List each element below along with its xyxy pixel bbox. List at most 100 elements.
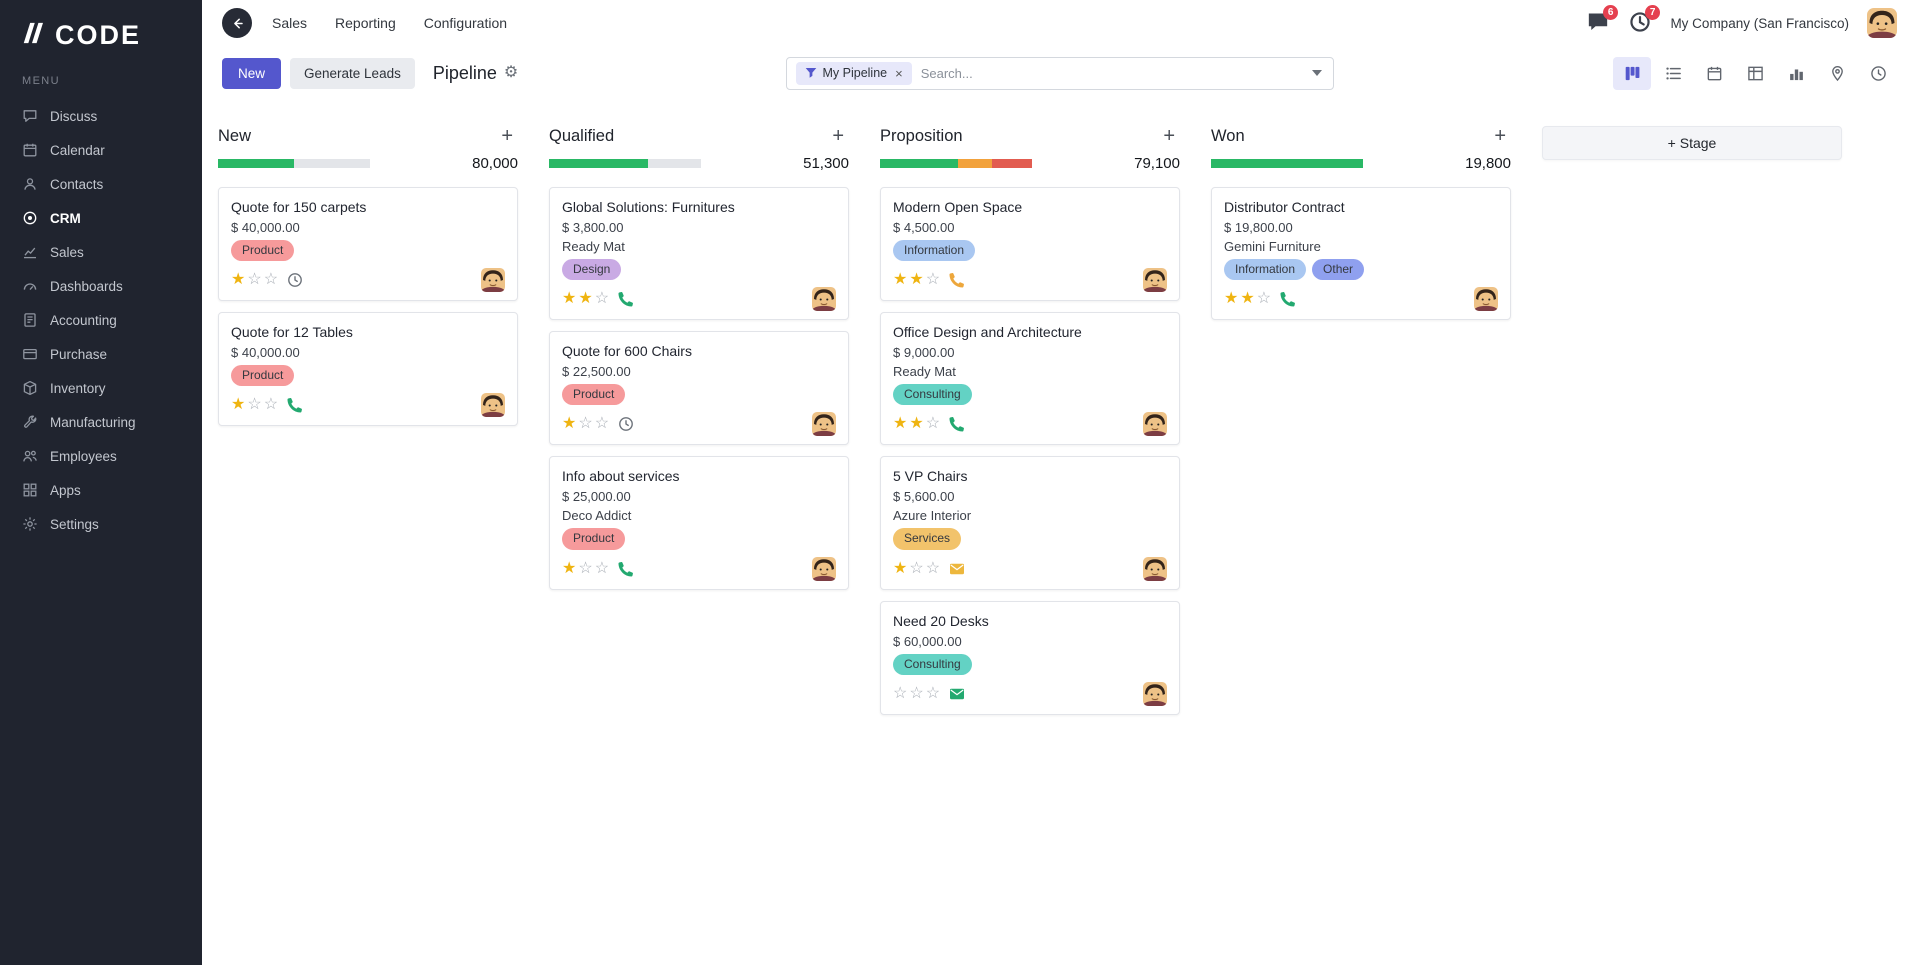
calendar-view-button[interactable] — [1695, 57, 1733, 90]
add-record-plus-icon[interactable]: + — [1163, 125, 1175, 147]
sidebar-item-inventory[interactable]: Inventory — [0, 371, 202, 405]
nav-sales[interactable]: Sales — [272, 15, 308, 31]
nav-reporting[interactable]: Reporting — [335, 15, 396, 31]
priority-stars[interactable]: ★ ☆ ☆ — [562, 559, 610, 577]
star-empty-icon[interactable]: ☆ — [578, 415, 593, 433]
star-filled-icon[interactable]: ★ — [562, 290, 577, 308]
activities-button[interactable]: 7 — [1628, 5, 1661, 35]
add-stage-button[interactable]: + Stage — [1542, 126, 1842, 160]
remove-filter-icon[interactable]: × — [895, 65, 903, 81]
kanban-card[interactable]: Quote for 600 Chairs $ 22,500.00 Product… — [549, 331, 849, 446]
sidebar-item-calendar[interactable]: Calendar — [0, 133, 202, 167]
progress-segment[interactable] — [218, 159, 294, 168]
star-empty-icon[interactable]: ☆ — [925, 684, 941, 702]
star-empty-icon[interactable]: ☆ — [594, 415, 610, 433]
clock-activity-icon[interactable] — [618, 416, 634, 432]
kanban-card[interactable]: Global Solutions: Furnitures $ 3,800.00 … — [549, 187, 849, 321]
pivot-view-button[interactable] — [1736, 57, 1774, 90]
sidebar-item-settings[interactable]: Settings — [0, 507, 202, 541]
salesperson-avatar[interactable] — [1143, 556, 1167, 581]
star-filled-icon[interactable]: ★ — [562, 415, 577, 433]
phone-activity-icon[interactable] — [949, 416, 965, 432]
phone-activity-icon[interactable] — [949, 272, 965, 288]
star-empty-icon[interactable]: ☆ — [263, 271, 279, 289]
app-logo[interactable]: CODE — [0, 14, 202, 75]
phone-activity-icon[interactable] — [618, 561, 634, 577]
phone-activity-icon[interactable] — [287, 397, 303, 413]
mail-activity-icon[interactable] — [949, 561, 965, 577]
star-empty-icon[interactable]: ☆ — [247, 396, 262, 414]
sidebar-item-manufacturing[interactable]: Manufacturing — [0, 405, 202, 439]
progress-segment[interactable] — [992, 159, 1032, 168]
star-empty-icon[interactable]: ☆ — [925, 415, 941, 433]
kanban-card[interactable]: Office Design and Architecture $ 9,000.0… — [880, 312, 1180, 446]
clock-activity-icon[interactable] — [287, 272, 303, 288]
priority-stars[interactable]: ★ ☆ ☆ — [893, 559, 941, 577]
star-filled-icon[interactable]: ★ — [893, 271, 908, 289]
sidebar-item-dashboards[interactable]: Dashboards — [0, 269, 202, 303]
priority-stars[interactable]: ★ ☆ ☆ — [231, 272, 278, 288]
sidebar-item-sales[interactable]: Sales — [0, 235, 202, 269]
column-progressbar[interactable] — [549, 159, 701, 168]
search-input[interactable] — [920, 65, 1301, 81]
kanban-card[interactable]: Quote for 12 Tables $ 40,000.00 Product … — [218, 312, 518, 427]
star-filled-icon[interactable]: ★ — [893, 559, 908, 577]
kanban-card[interactable]: Need 20 Desks $ 60,000.00 Consulting ☆ ☆ ☆ — [880, 600, 1180, 715]
star-empty-icon[interactable]: ☆ — [909, 559, 924, 577]
progress-segment[interactable] — [1211, 159, 1363, 168]
sidebar-item-purchase[interactable]: Purchase — [0, 337, 202, 371]
progress-segment[interactable] — [880, 159, 958, 168]
column-title[interactable]: Qualified — [549, 126, 615, 145]
column-title[interactable]: Won — [1211, 126, 1245, 145]
phone-activity-icon[interactable] — [618, 291, 634, 307]
star-filled-icon[interactable]: ★ — [909, 415, 924, 433]
star-filled-icon[interactable]: ★ — [909, 271, 924, 289]
star-filled-icon[interactable]: ★ — [231, 271, 246, 289]
kanban-view-button[interactable] — [1613, 56, 1651, 90]
column-title[interactable]: Proposition — [880, 126, 963, 145]
star-empty-icon[interactable]: ☆ — [247, 271, 262, 289]
salesperson-avatar[interactable] — [812, 287, 836, 312]
priority-stars[interactable]: ★ ★ ☆ — [562, 291, 609, 307]
column-progressbar[interactable] — [880, 159, 1032, 168]
salesperson-avatar[interactable] — [1143, 681, 1167, 706]
generate-leads-button[interactable]: Generate Leads — [290, 57, 415, 89]
star-empty-icon[interactable]: ☆ — [893, 684, 908, 702]
salesperson-avatar[interactable] — [481, 268, 505, 293]
priority-stars[interactable]: ☆ ☆ ☆ — [893, 684, 941, 702]
star-filled-icon[interactable]: ★ — [562, 559, 577, 577]
star-empty-icon[interactable]: ☆ — [925, 559, 941, 577]
map-view-button[interactable] — [1818, 57, 1856, 90]
star-filled-icon[interactable]: ★ — [1240, 290, 1255, 308]
kanban-card[interactable]: Info about services $ 25,000.00 Deco Add… — [549, 456, 849, 590]
kanban-card[interactable]: Quote for 150 carpets $ 40,000.00 Produc… — [218, 187, 518, 302]
star-empty-icon[interactable]: ☆ — [578, 559, 593, 577]
kanban-card[interactable]: Modern Open Space $ 4,500.00 Information… — [880, 187, 1180, 302]
column-title[interactable]: New — [218, 126, 252, 145]
list-view-button[interactable] — [1654, 57, 1692, 90]
phone-activity-icon[interactable] — [1280, 291, 1296, 307]
priority-stars[interactable]: ★ ☆ ☆ — [231, 397, 278, 413]
search-bar[interactable]: My Pipeline × — [785, 56, 1334, 90]
sidebar-item-discuss[interactable]: Discuss — [0, 99, 202, 133]
priority-stars[interactable]: ★ ★ ☆ — [893, 416, 940, 432]
messages-button[interactable]: 6 — [1586, 5, 1619, 35]
mail-activity-icon[interactable] — [949, 686, 965, 702]
kanban-card[interactable]: Distributor Contract $ 19,800.00 Gemini … — [1211, 187, 1511, 321]
activity-view-button[interactable] — [1859, 57, 1897, 90]
sidebar-item-contacts[interactable]: Contacts — [0, 167, 202, 201]
star-empty-icon[interactable]: ☆ — [263, 396, 279, 414]
star-empty-icon[interactable]: ☆ — [594, 559, 610, 577]
salesperson-avatar[interactable] — [481, 393, 505, 418]
filter-chip[interactable]: My Pipeline × — [795, 61, 912, 85]
graph-view-button[interactable] — [1777, 57, 1815, 90]
sidebar-item-crm[interactable]: CRM — [0, 201, 202, 235]
company-selector[interactable]: My Company (San Francisco) — [1670, 15, 1849, 31]
star-empty-icon[interactable]: ☆ — [909, 684, 924, 702]
nav-configuration[interactable]: Configuration — [423, 15, 508, 31]
salesperson-avatar[interactable] — [812, 556, 836, 581]
sidebar-item-employees[interactable]: Employees — [0, 439, 202, 473]
kanban-card[interactable]: 5 VP Chairs $ 5,600.00 Azure Interior Se… — [880, 456, 1180, 590]
salesperson-avatar[interactable] — [812, 412, 836, 437]
star-filled-icon[interactable]: ★ — [231, 396, 246, 414]
